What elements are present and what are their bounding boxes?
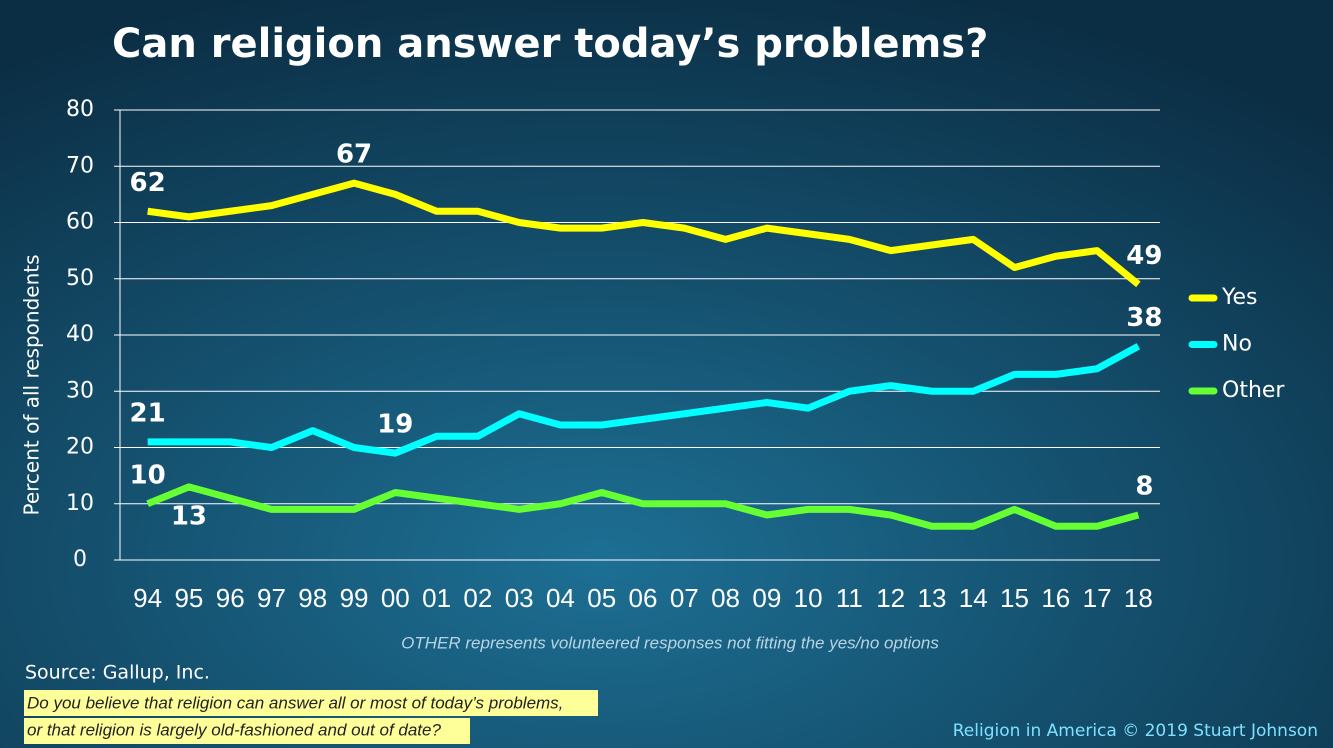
x-tick-label: 15 xyxy=(1000,583,1029,613)
x-tick-label: 01 xyxy=(422,583,451,613)
legend-label: Other xyxy=(1222,378,1285,403)
data-label: 49 xyxy=(1126,241,1162,271)
x-tick-label: 03 xyxy=(505,583,534,613)
y-tick-label: 60 xyxy=(66,210,94,235)
x-tick-label: 12 xyxy=(876,583,905,613)
x-tick-label: 00 xyxy=(381,583,410,613)
x-tick-label: 08 xyxy=(711,583,740,613)
legend-label: Yes xyxy=(1221,285,1258,310)
highlight xyxy=(24,718,470,744)
data-label: 38 xyxy=(1126,303,1162,333)
credit: Religion in America © 2019 Stuart Johnso… xyxy=(953,721,1318,741)
x-tick-label: 17 xyxy=(1083,583,1112,613)
x-tick-label: 14 xyxy=(959,583,988,613)
y-tick-label: 50 xyxy=(66,266,94,291)
x-tick-label: 94 xyxy=(133,583,162,613)
x-tick-label: 05 xyxy=(587,583,616,613)
y-axis-label: Percent of all respondents xyxy=(20,254,44,515)
x-tick-label: 18 xyxy=(1124,583,1153,613)
y-tick-label: 70 xyxy=(66,153,94,178)
x-tick-label: 09 xyxy=(752,583,781,613)
source: Source: Gallup, Inc. xyxy=(25,662,210,684)
x-tick-label: 95 xyxy=(174,583,203,613)
x-tick-label: 97 xyxy=(257,583,286,613)
x-tick-label: 16 xyxy=(1041,583,1070,613)
chart-title: Can religion answer today’s problems? xyxy=(112,21,988,67)
series-line xyxy=(146,483,1140,530)
footnote: OTHER represents volunteered responses n… xyxy=(401,633,939,652)
question-line: Do you believe that religion can answer … xyxy=(27,693,563,712)
y-tick-label: 20 xyxy=(66,435,94,460)
data-label: 67 xyxy=(336,140,372,170)
x-tick-label: 13 xyxy=(917,583,946,613)
y-tick-label: 80 xyxy=(66,97,94,122)
x-tick-label: 04 xyxy=(546,583,575,613)
x-tick-label: 96 xyxy=(216,583,245,613)
x-tick-label: 99 xyxy=(340,583,369,613)
y-tick-label: 10 xyxy=(66,491,94,516)
x-tick-label: 11 xyxy=(836,583,863,613)
data-label: 10 xyxy=(130,460,166,490)
x-tick-label: 06 xyxy=(629,583,658,613)
series-line xyxy=(147,179,1141,288)
question-line: or that religion is largely old-fashione… xyxy=(27,720,441,739)
y-tick-label: 0 xyxy=(73,547,87,572)
x-tick-label: 07 xyxy=(670,583,699,613)
data-label: 19 xyxy=(377,410,413,440)
data-label: 62 xyxy=(130,168,166,198)
x-tick-label: 98 xyxy=(298,583,327,613)
y-tick-label: 30 xyxy=(66,378,94,403)
series-line xyxy=(147,343,1141,457)
data-label: 8 xyxy=(1135,472,1153,502)
y-tick-label: 40 xyxy=(66,322,94,347)
data-label: 13 xyxy=(171,501,207,531)
legend-label: No xyxy=(1222,332,1252,357)
highlight xyxy=(24,690,598,716)
x-tick-label: 02 xyxy=(463,583,492,613)
x-tick-label: 10 xyxy=(794,583,823,613)
data-label: 21 xyxy=(130,398,166,428)
